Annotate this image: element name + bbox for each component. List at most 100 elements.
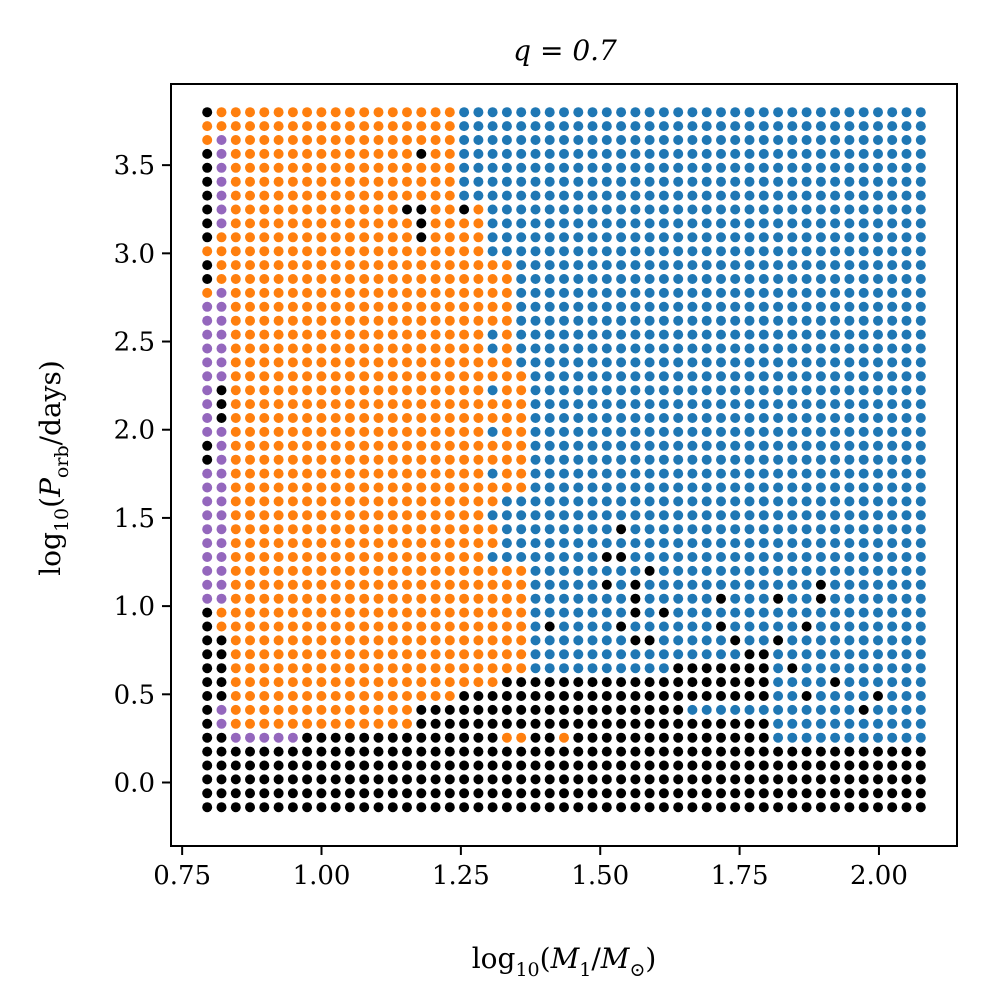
data-point — [373, 135, 384, 145]
data-point — [673, 774, 684, 785]
data-point — [487, 413, 498, 423]
data-point — [287, 315, 298, 326]
data-point — [530, 802, 541, 813]
data-point — [287, 649, 298, 660]
data-point — [701, 287, 712, 298]
data-point — [544, 385, 555, 396]
data-point — [630, 218, 641, 229]
data-point — [587, 426, 598, 437]
data-point — [430, 718, 441, 729]
data-point — [544, 607, 555, 618]
data-point — [273, 621, 284, 632]
data-point — [202, 593, 213, 604]
data-point — [487, 607, 498, 618]
data-point — [787, 774, 798, 785]
data-point — [687, 482, 698, 493]
data-point — [915, 677, 926, 688]
data-point — [473, 579, 484, 590]
data-point — [245, 371, 255, 382]
data-point — [644, 176, 655, 187]
data-point — [644, 510, 655, 521]
data-point — [245, 148, 255, 159]
data-point — [302, 454, 313, 465]
data-point — [316, 176, 327, 187]
data-point — [744, 524, 755, 535]
data-point — [658, 399, 669, 410]
data-point — [630, 552, 641, 562]
data-point — [773, 524, 784, 535]
data-point — [644, 162, 655, 173]
data-point — [330, 635, 341, 646]
data-point — [587, 176, 598, 187]
data-point — [530, 107, 541, 118]
data-point — [658, 593, 669, 604]
data-point — [487, 274, 498, 284]
data-point — [387, 399, 398, 410]
data-point — [373, 635, 384, 646]
data-point — [516, 468, 527, 479]
data-point — [587, 746, 598, 757]
data-point — [459, 524, 470, 535]
data-point — [758, 607, 769, 618]
data-point — [758, 426, 769, 437]
data-point — [630, 607, 641, 618]
data-point — [616, 496, 627, 507]
data-point — [744, 121, 755, 132]
data-point — [644, 677, 655, 688]
data-point — [573, 468, 584, 479]
data-point — [701, 663, 712, 674]
data-point — [801, 802, 812, 813]
data-point — [416, 746, 427, 757]
data-point — [787, 260, 798, 271]
data-point — [844, 190, 855, 201]
data-point — [716, 677, 726, 688]
data-point — [516, 677, 527, 688]
data-point — [330, 385, 341, 396]
data-point — [501, 246, 512, 257]
data-point — [487, 246, 498, 257]
data-point — [787, 649, 798, 660]
data-point — [887, 315, 898, 326]
data-point — [887, 135, 898, 145]
data-point — [302, 788, 313, 799]
data-point — [644, 621, 655, 632]
data-point — [430, 621, 441, 632]
data-point — [544, 274, 555, 284]
data-point — [573, 718, 584, 729]
data-point — [744, 621, 755, 632]
data-point — [216, 329, 227, 340]
data-point — [316, 760, 327, 771]
data-point — [658, 510, 669, 521]
data-point — [416, 635, 427, 646]
data-point — [444, 315, 455, 326]
data-point — [501, 718, 512, 729]
data-point — [430, 593, 441, 604]
data-point — [530, 343, 541, 354]
data-point — [773, 426, 784, 437]
data-point — [373, 162, 384, 173]
data-point — [373, 760, 384, 771]
data-point — [901, 329, 912, 340]
data-point — [530, 385, 541, 396]
data-point — [887, 718, 898, 729]
data-point — [259, 607, 270, 618]
data-point — [544, 148, 555, 159]
data-point — [501, 329, 512, 340]
data-point — [359, 343, 370, 354]
data-point — [673, 579, 684, 590]
data-point — [901, 788, 912, 799]
data-point — [587, 565, 598, 576]
x-tick-label: 1.50 — [571, 861, 629, 891]
data-point — [630, 426, 641, 437]
data-point — [716, 704, 726, 715]
data-point — [730, 204, 741, 215]
data-point — [287, 677, 298, 688]
data-point — [844, 232, 855, 243]
data-point — [245, 621, 255, 632]
data-point — [687, 649, 698, 660]
data-point — [430, 677, 441, 688]
data-point — [773, 663, 784, 674]
data-point — [858, 704, 869, 715]
data-point — [587, 260, 598, 271]
data-point — [402, 107, 412, 118]
